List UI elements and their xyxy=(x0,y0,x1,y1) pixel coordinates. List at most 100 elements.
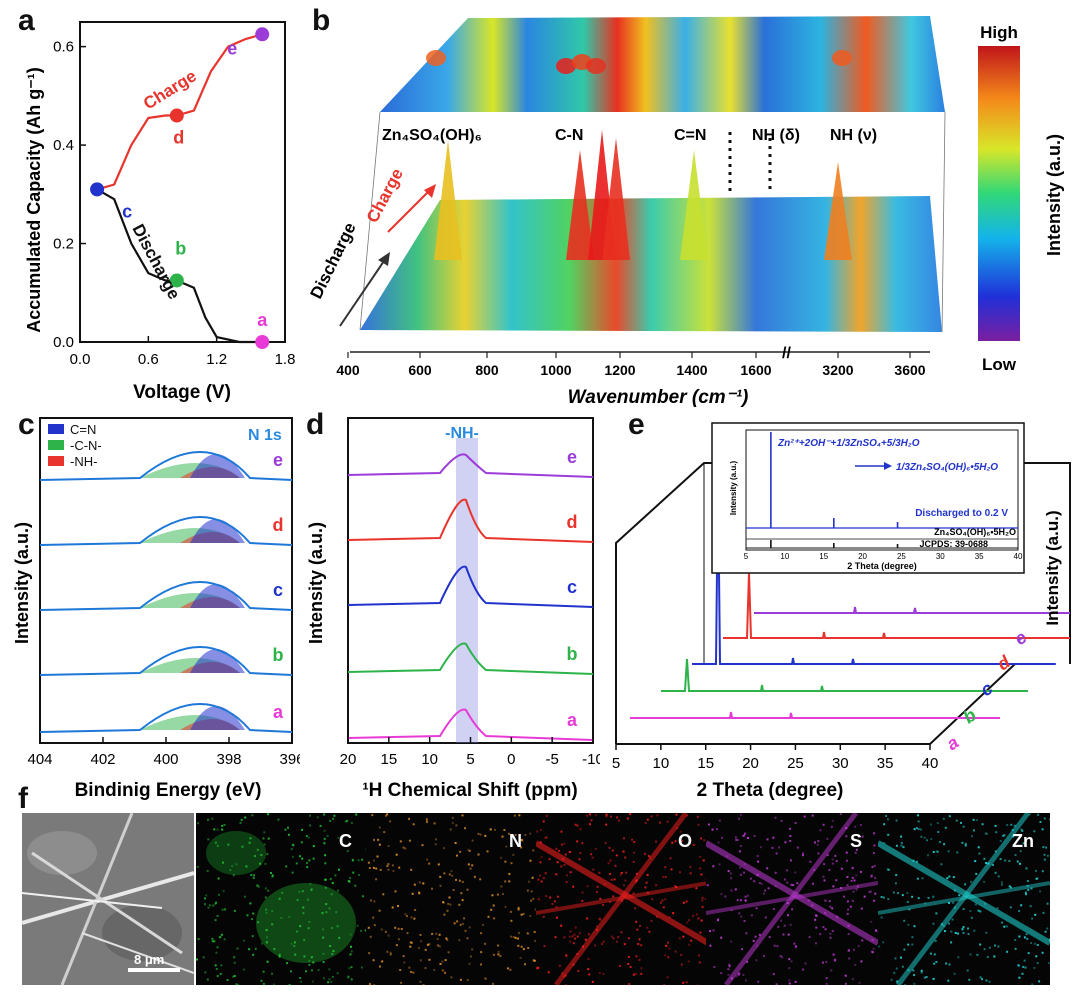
panel-b-guide-line xyxy=(359,111,381,331)
panel-e-xtick-label: 30 xyxy=(832,755,849,772)
panel-a-point-label-c: c xyxy=(122,201,132,221)
panel-b-xtick-label: 1000 xyxy=(540,362,571,378)
panel-b-surface-peak xyxy=(824,162,852,260)
panel-a-point-label-b: b xyxy=(175,238,186,258)
panel-a-point-label-e: e xyxy=(227,38,237,58)
panel-e-pattern-e xyxy=(754,606,1070,614)
eds-map-s: S xyxy=(706,813,878,985)
eds-map-zn: Zn xyxy=(878,813,1050,985)
panel-d-xtick-label: 15 xyxy=(380,751,397,768)
eds-map-texture xyxy=(196,813,368,985)
panel-e-pattern-b xyxy=(661,658,1028,692)
panel-c-spectrum-e: e xyxy=(39,450,293,481)
eds-map-n: N xyxy=(366,813,538,985)
panel-e-xtick-label: 40 xyxy=(922,755,939,772)
panel-e-xtick-label: 15 xyxy=(697,755,714,772)
panel-c-legend-swatch xyxy=(48,440,64,450)
panel-c-component-cn-double xyxy=(190,454,245,478)
panel-c-spectrum-c: c xyxy=(39,580,293,611)
eds-map-texture xyxy=(367,813,538,985)
panel-d-spectrum-e xyxy=(347,453,594,478)
panel-d-xtick-label: 10 xyxy=(421,751,438,768)
panel-d-ylabel: Intensity (a.u.) xyxy=(306,522,326,644)
panel-e-inset-xtick-label: 15 xyxy=(819,552,828,561)
panel-d-xtick-label: -5 xyxy=(545,751,558,768)
panel-b-xtick-label: 600 xyxy=(408,362,432,378)
panel-b-guide-line xyxy=(941,111,946,333)
panel-e-pattern-a xyxy=(630,711,1000,719)
panel-b-peak-label: NH (ν) xyxy=(830,127,877,144)
panel-d-xtick-label: 5 xyxy=(466,751,474,768)
panel-e-xtick-label: 20 xyxy=(742,755,759,772)
panel-e-curve-label: d xyxy=(993,651,1014,674)
panel-a-xtick-label: 1.8 xyxy=(275,351,296,368)
eds-map-label: Zn xyxy=(1012,831,1034,851)
panel-d-xtick-label: 0 xyxy=(507,751,515,768)
panel-c-xtick-label: 402 xyxy=(90,751,115,768)
panel-b-xtick-label: 800 xyxy=(475,362,499,378)
panel-b-arrowhead xyxy=(424,184,436,198)
panel-a-point-a xyxy=(255,335,270,349)
panel-a-ytick-label: 0.4 xyxy=(53,137,74,154)
panel-c-curve-label: b xyxy=(273,645,284,665)
panel-c-envelope xyxy=(39,703,293,733)
panel-e-xlabel: 2 Theta (degree) xyxy=(697,780,844,801)
eds-map-label: N xyxy=(509,831,522,851)
panel-b-top-map xyxy=(380,16,945,112)
panel-c-component-cn-double xyxy=(190,649,245,673)
panel-c-curve-label: d xyxy=(273,515,284,535)
panel-c-envelope xyxy=(39,451,293,481)
panel-b-colorbar-low: Low xyxy=(982,355,1017,374)
panel-c-legend-swatch xyxy=(48,456,64,466)
panel-b-chart: Zn₄SO₄(OH)₆ C-N C=N NH (δ) NH (ν) Discha… xyxy=(307,16,1064,408)
panel-b-top-hotspot xyxy=(556,58,576,74)
panel-e-inset-arrowhead xyxy=(884,462,892,470)
panel-e-inset-ref1: Zn₄SO₄(OH)₆•5H₂O xyxy=(934,527,1016,537)
eds-map-texture xyxy=(536,813,708,985)
sem-image: 8 μm xyxy=(22,813,194,985)
panel-c-spectrum-a: a xyxy=(39,702,293,733)
panel-b-xtick-label: 1600 xyxy=(740,362,771,378)
panel-a-label-discharge: Discharge xyxy=(128,221,183,303)
panel-b-xtick-label: 1400 xyxy=(676,362,707,378)
panel-a-ytick-label: 0.6 xyxy=(53,39,74,56)
panel-letter-d: d xyxy=(306,408,325,441)
panel-b-axis-label-charge: Charge xyxy=(363,165,407,226)
panel-a-xtick-label: 0.0 xyxy=(70,351,91,368)
panel-a-chart: 0.0 0.6 1.2 1.8 0.0 0.2 0.4 0.6 a b c d e Charge Di… xyxy=(24,21,296,403)
panel-b-axis-label-discharge: Discharge xyxy=(307,220,360,302)
panel-b-arrowhead xyxy=(378,252,390,266)
panel-e-xtick-label: 5 xyxy=(612,755,620,772)
panel-c-component-cn-double xyxy=(190,706,245,730)
panel-e-inset-xtick-label: 10 xyxy=(780,552,789,561)
panel-e-curve-label: b xyxy=(959,705,979,728)
panel-b-xtick-label: 400 xyxy=(336,362,360,378)
panel-b-xtick-label: 1200 xyxy=(604,362,635,378)
panel-letter-a: a xyxy=(18,4,35,37)
panel-c-component-cn-double xyxy=(190,584,245,608)
panel-c-envelope xyxy=(39,581,293,611)
panel-c-envelope xyxy=(39,516,293,546)
panel-b-colorbar-title: Intensity (a.u.) xyxy=(1044,134,1064,256)
panel-e-ylabel: Intensity (a.u.) xyxy=(1043,510,1062,625)
panel-c-title: N 1s xyxy=(248,427,282,444)
eds-map-label: O xyxy=(677,831,692,851)
panel-b-surface-peak xyxy=(566,150,594,260)
panel-d-nh-band xyxy=(456,438,478,743)
panel-a-xtick-label: 1.2 xyxy=(206,351,227,368)
panel-d-curve-label: b xyxy=(567,644,578,664)
panel-c-legend-label: C=N xyxy=(70,422,96,437)
panel-b-top-hotspot xyxy=(586,58,606,74)
panel-c-spectrum-b: b xyxy=(39,645,293,676)
panel-e-inset-xtick-label: 30 xyxy=(936,552,945,561)
panel-e-pattern-d xyxy=(723,572,1070,639)
panel-c-xtick-label: 404 xyxy=(27,751,52,768)
panel-c-legend-swatch xyxy=(48,424,64,434)
panel-e-inset-note: Discharged to 0.2 V xyxy=(915,508,1008,519)
panel-e-inset-eq1: Zn²⁺+2OH⁻+1/3ZnSO₄+5/3H₂O xyxy=(777,438,920,449)
panel-c-xtick-label: 400 xyxy=(153,751,178,768)
panel-a-ytick-label: 0.2 xyxy=(53,236,74,253)
panel-d-xtick-label: -10 xyxy=(582,751,600,768)
panel-e-inset-ylabel: Intensity (a.u.) xyxy=(729,461,738,516)
